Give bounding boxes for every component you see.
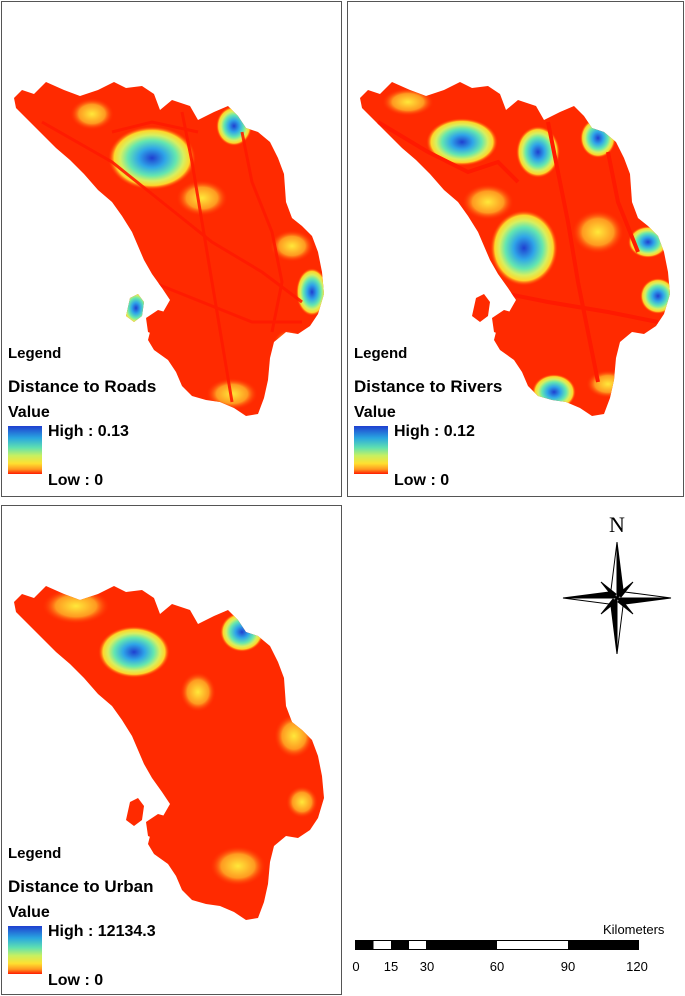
layer-title-rivers: Distance to Rivers bbox=[354, 377, 503, 396]
scale-tick-label: 90 bbox=[560, 959, 576, 974]
ramp-high-label: High : 12134.3 bbox=[48, 923, 156, 940]
scale-tick-label: 120 bbox=[626, 959, 648, 974]
color-ramp bbox=[354, 426, 388, 474]
legend-heading: Legend bbox=[8, 845, 62, 862]
scale-tick-label: 0 bbox=[352, 959, 360, 974]
scale-unit-label: Kilometers bbox=[603, 922, 665, 937]
ramp-low-label: Low : 0 bbox=[394, 472, 450, 489]
urban-raster-map bbox=[14, 586, 324, 920]
scale-tick-label: 60 bbox=[489, 959, 505, 974]
color-ramp bbox=[8, 926, 42, 974]
value-label: Value bbox=[8, 904, 50, 921]
ramp-low-label: Low : 0 bbox=[48, 972, 104, 989]
north-label: N bbox=[609, 512, 625, 537]
map-panel-roads: Legend Distance to Roads Value High : 0.… bbox=[1, 1, 342, 497]
map-panel-rivers: Legend Distance to Rivers Value High : 0… bbox=[347, 1, 684, 497]
scale-tick-label: 30 bbox=[419, 959, 435, 974]
ramp-high-label: High : 0.13 bbox=[48, 423, 129, 440]
layer-title-roads: Distance to Roads bbox=[8, 377, 157, 396]
layer-title-urban: Distance to Urban bbox=[8, 877, 154, 896]
map-panel-urban: Legend Distance to Urban Value High : 12… bbox=[1, 505, 342, 995]
scale-tick-label: 15 bbox=[383, 959, 399, 974]
value-label: Value bbox=[8, 404, 50, 421]
rivers-raster-map bbox=[360, 82, 670, 416]
legend-heading: Legend bbox=[354, 345, 408, 362]
legend-heading: Legend bbox=[8, 345, 62, 362]
value-label: Value bbox=[354, 404, 396, 421]
color-ramp bbox=[8, 426, 42, 474]
scale-bar bbox=[355, 940, 639, 950]
ramp-low-label: Low : 0 bbox=[48, 472, 104, 489]
compass-rose-icon bbox=[562, 541, 672, 655]
roads-raster-map bbox=[14, 82, 324, 416]
north-arrow: N bbox=[560, 512, 674, 655]
ramp-high-label: High : 0.12 bbox=[394, 423, 475, 440]
